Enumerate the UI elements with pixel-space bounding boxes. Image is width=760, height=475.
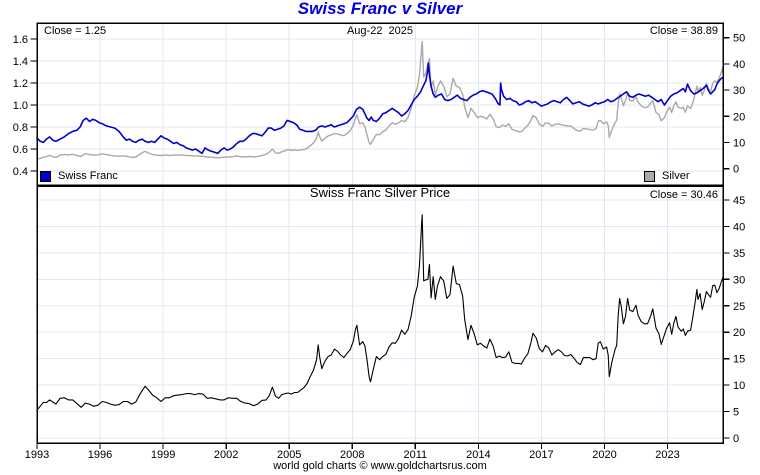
legend-swiss-franc: Swiss Franc (40, 170, 118, 183)
right-axis-tick-label: 40 (733, 59, 745, 71)
silver-swatch-icon (644, 171, 655, 182)
bottom-panel-title: Swiss Franc Silver Price (309, 185, 451, 200)
page-title: Swiss Franc v Silver (297, 0, 463, 18)
swiss-franc-silver-price-line (36, 214, 724, 411)
x-axis-year-label: 2002 (214, 449, 238, 461)
right-axis-tick-label: 30 (733, 274, 745, 286)
x-axis-year-label: 2017 (529, 449, 553, 461)
x-axis-year-label: 2014 (466, 449, 490, 461)
right-axis-tick-label: 20 (733, 327, 745, 339)
panel-1-right-axis: 45 40 35 30 25 20 15 10 5 0 (723, 195, 745, 445)
x-axis: 1993 1996 1999 2002 2005 2008 2011 2014 2017 2020… (25, 443, 680, 461)
right-axis-tick-label: 10 (733, 380, 745, 392)
swiss-franc-line (36, 62, 724, 155)
right-axis-tick-label: 50 (733, 33, 745, 45)
top-close-left-label: Close = 1.25 (44, 25, 107, 37)
footer-credit: world gold charts © www.goldchartsrus.co… (273, 460, 487, 472)
panel-0-border (36, 22, 724, 186)
right-axis-tick-label: 20 (733, 111, 745, 123)
left-axis-tick-label: 1.2 (13, 78, 28, 90)
legend-swiss-franc-label: Swiss Franc (58, 170, 118, 182)
x-axis-year-label: 1999 (151, 449, 175, 461)
left-axis-tick-label: 0.8 (13, 122, 28, 134)
right-axis-tick-label: 10 (733, 138, 745, 150)
right-axis-tick-label: 15 (733, 354, 745, 366)
x-axis-year-label: 2020 (592, 449, 616, 461)
left-axis-tick-label: 1.4 (13, 56, 28, 68)
x-axis-year-label: 2023 (655, 449, 679, 461)
x-axis-year-label: 1996 (88, 449, 112, 461)
panel-1-gridlines (37, 186, 723, 443)
legend-silver-label: Silver (662, 170, 690, 182)
left-axis-tick-label: 0.4 (13, 166, 28, 178)
swiss-franc-swatch-icon (40, 171, 51, 182)
right-axis-tick-label: 45 (733, 195, 745, 207)
date-label: Aug-22 2025 (346, 25, 414, 37)
right-axis-tick-label: 0 (733, 433, 739, 445)
left-axis-tick-label: 1.6 (13, 34, 28, 46)
top-close-right-label: Close = 38.89 (649, 25, 718, 37)
right-axis-tick-label: 25 (733, 301, 745, 313)
x-axis-year-label: 2008 (340, 449, 364, 461)
panel-0-left-axis: 1.6 1.4 1.2 1.0 0.8 0.6 0.4 (13, 34, 37, 178)
right-axis-tick-label: 35 (733, 248, 745, 260)
panel-0-gridlines (37, 23, 723, 185)
right-axis-tick-label: 0 (733, 164, 739, 176)
right-axis-tick-label: 5 (733, 407, 739, 419)
right-axis-tick-label: 30 (733, 85, 745, 97)
right-axis-tick-label: 40 (733, 221, 745, 233)
silver-line (36, 40, 724, 160)
x-axis-year-label: 2005 (277, 449, 301, 461)
x-axis-year-label: 1993 (25, 449, 49, 461)
bottom-close-label: Close = 30.46 (649, 189, 718, 201)
left-axis-tick-label: 1.0 (13, 100, 28, 112)
left-axis-tick-label: 0.6 (13, 144, 28, 156)
panel-1-border (36, 185, 724, 444)
panel-0-right-axis: 50 40 30 20 10 0 (723, 33, 745, 176)
x-axis-year-label: 2011 (403, 449, 427, 461)
legend-silver: Silver (644, 170, 690, 183)
